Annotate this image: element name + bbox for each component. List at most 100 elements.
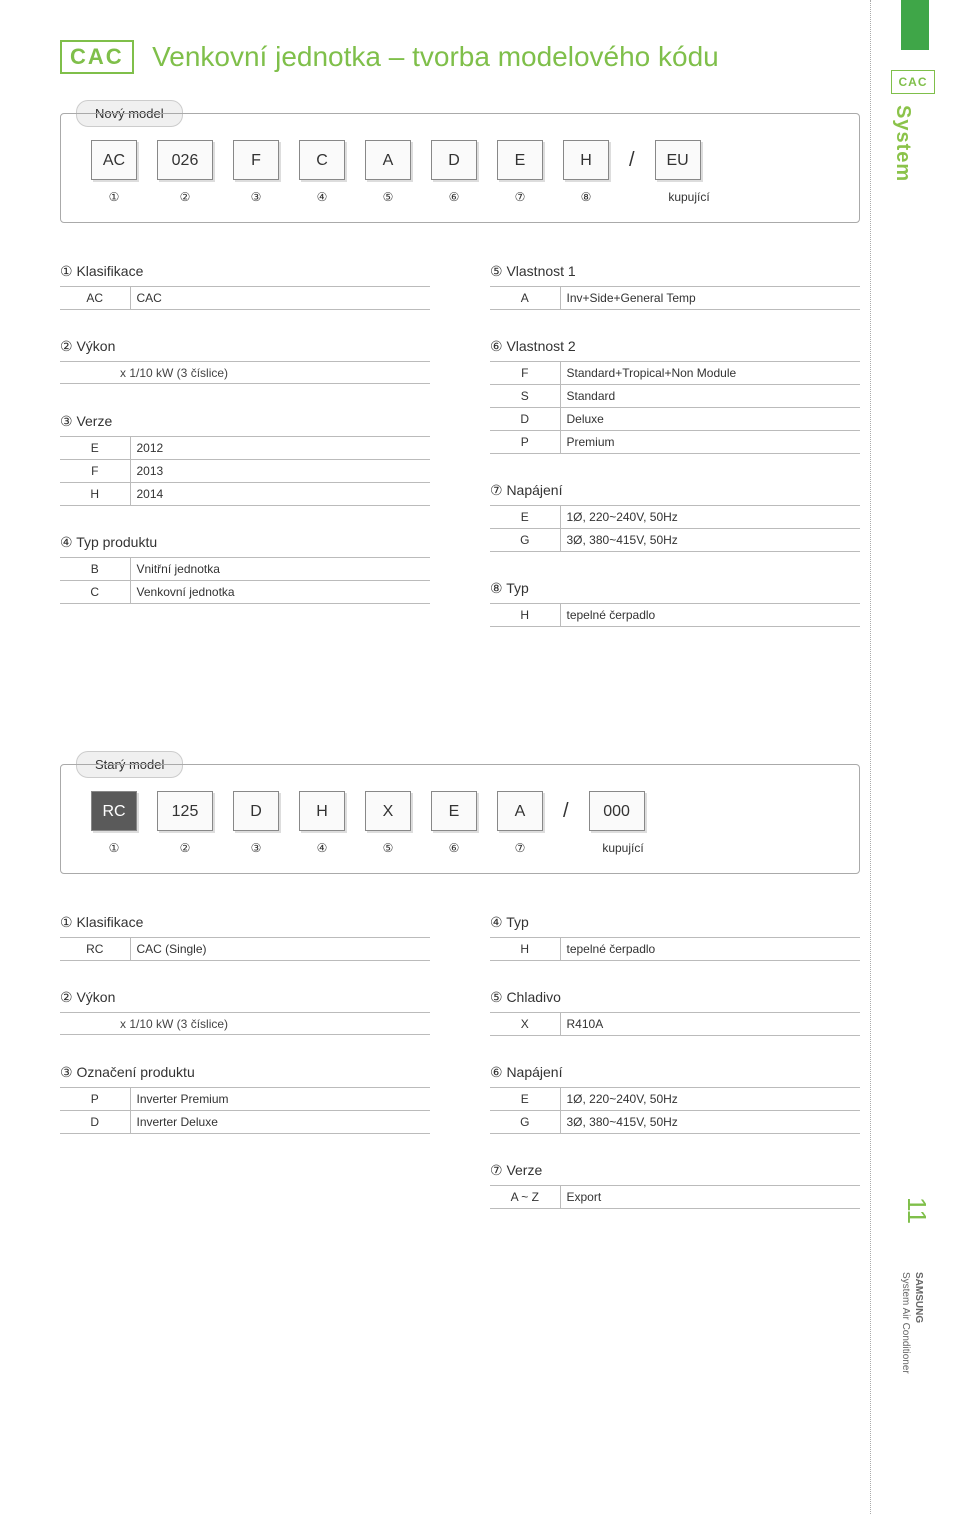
definitions-old: ① Klasifikace RCCAC (Single) ② Výkonx 1/10… [60,914,860,1237]
table-cell: CAC (Single) [130,938,430,961]
table-cell: 1Ø, 220~240V, 50Hz [560,506,860,529]
table-cell: RC [60,938,130,961]
table-cell: AC [60,287,130,310]
new-model-code-row: AC026FCADEH/EU [91,140,829,180]
new-model-index-row: ①②③④⑤⑥⑦⑧kupující [91,190,829,204]
def-block: ④ Typ Htepelné čerpadlo [490,914,860,961]
code-cell: H [563,140,609,180]
def-title: ⑦ Napájení [490,482,860,499]
index-marker: ⑥ [431,190,477,204]
table-cell: G [490,529,560,552]
table-row: E2012 [60,437,430,460]
def-title: ① Klasifikace [60,914,430,931]
def-title: ③ Označení produktu [60,1064,430,1081]
index-marker: ② [157,190,213,204]
table-cell: E [490,1088,560,1111]
index-marker: ⑥ [431,841,477,855]
code-cell: E [431,791,477,831]
definitions-new: ① KlasifikaceACCAC② Výkonx 1/10 kW (3 čí… [60,263,860,655]
table-row: SStandard [490,385,860,408]
def-title: ⑤ Chladivo [490,989,860,1006]
table-cell: E [60,437,130,460]
side-brand-name: SAMSUNG [913,1272,924,1323]
table-cell: Inverter Deluxe [130,1111,430,1134]
def-table: ACCAC [60,286,430,310]
code-slash: / [563,800,569,823]
code-cell: A [497,791,543,831]
old-model-index-row: ①②③④⑤⑥⑦kupující [91,841,829,855]
code-cell: E [497,140,543,180]
index-marker: ① [91,190,137,204]
def-title: ① Klasifikace [60,263,430,280]
table-cell: X [490,1013,560,1036]
def-title: ⑥ Vlastnost 2 [490,338,860,355]
index-spacer [563,841,575,855]
def-block: ⑤ Chladivo XR410A [490,989,860,1036]
def-table: E1Ø, 220~240V, 50HzG3Ø, 380~415V, 50Hz [490,1087,860,1134]
table-cell: tepelné čerpadlo [560,938,860,961]
code-cell: 026 [157,140,213,180]
index-marker: ④ [299,841,345,855]
def-block: ⑥ NapájeníE1Ø, 220~240V, 50HzG3Ø, 380~41… [490,1064,860,1134]
defs-new-right: ⑤ Vlastnost 1AInv+Side+General Temp ⑥ Vla… [490,263,860,655]
table-cell: Standard [560,385,860,408]
table-cell: F [60,460,130,483]
index-marker: ④ [299,190,345,204]
table-cell: S [490,385,560,408]
table-cell: Standard+Tropical+Non Module [560,362,860,385]
table-cell: A [490,287,560,310]
def-subtitle: x 1/10 kW (3 číslice) [120,1017,430,1031]
def-table: PInverter PremiumDInverter Deluxe [60,1087,430,1134]
index-marker: ⑦ [497,190,543,204]
table-cell: Vnitřní jednotka [130,558,430,581]
def-block: ⑧ TypHtepelné čerpadlo [490,580,860,627]
table-row: CVenkovní jednotka [60,581,430,604]
code-cell: C [299,140,345,180]
index-marker: ③ [233,841,279,855]
code-cell: X [365,791,411,831]
code-cell: 125 [157,791,213,831]
def-table: E1Ø, 220~240V, 50HzG3Ø, 380~415V, 50Hz [490,505,860,552]
brand-logo: CAC [60,40,134,74]
def-title: ⑦ Verze [490,1162,860,1179]
index-marker: ⑤ [365,190,411,204]
def-table: E2012F2013H2014 [60,436,430,506]
def-block: ② Výkonx 1/10 kW (3 číslice) [60,989,430,1036]
def-block: ① Klasifikace ACCAC [60,263,430,310]
def-table: RCCAC (Single) [60,937,430,961]
table-cell: R410A [560,1013,860,1036]
side-brand: SAMSUNG System Air Conditioner [899,1272,925,1374]
def-table: XR410A [490,1012,860,1036]
index-marker: ① [91,841,137,855]
def-block: ⑤ Vlastnost 1AInv+Side+General Temp [490,263,860,310]
table-cell: Premium [560,431,860,454]
table-row: PInverter Premium [60,1088,430,1111]
table-cell: 1Ø, 220~240V, 50Hz [560,1088,860,1111]
defs-new-left: ① KlasifikaceACCAC② Výkonx 1/10 kW (3 čí… [60,263,430,655]
old-model-panel: RC125DHXEA/000 ①②③④⑤⑥⑦kupující [60,764,860,874]
table-row: BVnitřní jednotka [60,558,430,581]
def-block: ⑦ Napájení E1Ø, 220~240V, 50HzG3Ø, 380~41… [490,482,860,552]
def-table: Htepelné čerpadlo [490,937,860,961]
table-cell: B [60,558,130,581]
table-cell: CAC [130,287,430,310]
index-marker: ② [157,841,213,855]
table-row: Htepelné čerpadlo [490,938,860,961]
table-cell: Export [560,1186,860,1209]
table-cell: tepelné čerpadlo [560,604,860,627]
table-cell: A ~ Z [490,1186,560,1209]
def-title: ④ Typ [490,914,860,931]
table-cell: 3Ø, 380~415V, 50Hz [560,529,860,552]
table-row: AInv+Side+General Temp [490,287,860,310]
def-table: A ~ ZExport [490,1185,860,1209]
code-cell: F [233,140,279,180]
table-row: PPremium [490,431,860,454]
code-cell: 000 [589,791,645,831]
def-title: ③ Verze [60,413,430,430]
table-row: DDeluxe [490,408,860,431]
code-cell: D [431,140,477,180]
table-cell: D [490,408,560,431]
table-cell: 3Ø, 380~415V, 50Hz [560,1111,860,1134]
def-table: AInv+Side+General Temp [490,286,860,310]
table-cell: E [490,506,560,529]
